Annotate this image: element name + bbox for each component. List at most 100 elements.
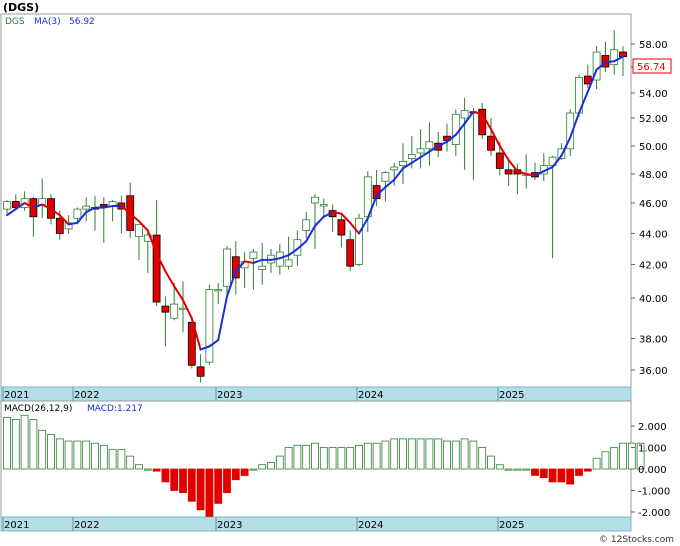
price-tick-label: 42.00 xyxy=(639,261,668,272)
macd-bar-positive xyxy=(407,438,416,470)
candle-body-up xyxy=(425,141,434,150)
year-label: 2021 xyxy=(4,390,29,401)
year-label: 2021 xyxy=(4,520,29,531)
macd-bar-positive xyxy=(91,442,99,470)
candle-body-up xyxy=(302,219,311,231)
ma-segment xyxy=(234,260,246,273)
price-tick-label: 52.00 xyxy=(639,114,668,125)
ma-segment xyxy=(173,285,184,302)
ma-segment xyxy=(358,217,369,235)
macd-bar-negative xyxy=(205,468,214,517)
candle-body-up xyxy=(223,248,231,287)
candle-body-up xyxy=(284,259,293,267)
ma-segment xyxy=(366,194,378,220)
last-price-tag: 56.74 xyxy=(637,62,666,73)
macd-tick-label: -2.000 xyxy=(638,508,670,519)
candle xyxy=(566,109,575,156)
ma-segment xyxy=(534,170,545,177)
macd-bar-positive xyxy=(135,464,143,470)
candle-body-down xyxy=(196,366,205,377)
candle-body-up xyxy=(258,265,267,270)
ma-segment xyxy=(217,295,228,342)
price-tick-label: 54.00 xyxy=(639,89,668,100)
macd-bar-positive xyxy=(355,444,363,470)
candle xyxy=(249,249,258,290)
macd-bar-positive xyxy=(3,416,11,470)
macd-bar-negative xyxy=(179,468,187,494)
ma-segment xyxy=(296,240,308,250)
ma-segment xyxy=(243,260,255,264)
candle xyxy=(399,143,407,185)
ma-segment xyxy=(551,154,563,168)
macd-bar-positive xyxy=(346,447,355,470)
chart-title: (DGS) xyxy=(3,1,39,14)
candle xyxy=(161,296,170,347)
candle xyxy=(610,30,619,75)
ma-segment xyxy=(50,208,61,217)
macd-bar-positive xyxy=(311,442,319,470)
ma-segment xyxy=(446,133,457,143)
candle-body-up xyxy=(566,112,575,150)
macd-tick-label: 2.000 xyxy=(638,422,667,433)
candle-body-up xyxy=(460,110,469,119)
candle xyxy=(425,122,434,166)
macd-bar-positive xyxy=(38,429,47,470)
ma-segment xyxy=(498,145,510,161)
ma-segment xyxy=(120,205,132,215)
ma-segment xyxy=(375,186,387,197)
ma-segment xyxy=(340,212,352,224)
candle-body-down xyxy=(487,135,495,151)
macd-bar-positive xyxy=(99,444,108,470)
macd-bar-positive xyxy=(293,444,302,470)
macd-bar-positive xyxy=(636,442,645,470)
candle xyxy=(583,64,592,88)
candle xyxy=(196,354,205,383)
macd-bar-positive xyxy=(451,440,460,470)
ma-segment xyxy=(578,90,589,114)
candle-body-up xyxy=(179,307,187,310)
candle xyxy=(205,284,214,366)
ma-segment xyxy=(569,112,580,139)
candle-body-up xyxy=(170,303,179,319)
year-label: 2025 xyxy=(499,390,524,401)
candle xyxy=(258,242,267,285)
candle-body-up xyxy=(249,251,258,259)
candle-body-up xyxy=(355,217,363,265)
candle xyxy=(82,197,91,222)
ma-segment xyxy=(102,205,114,209)
ma-segment xyxy=(287,248,299,257)
macd-bar-positive xyxy=(20,414,29,470)
price-tick-label: 40.00 xyxy=(639,294,668,305)
ma-segment xyxy=(613,55,624,63)
candle-body-up xyxy=(135,223,143,238)
candle-body-up xyxy=(73,208,82,219)
ma-segment xyxy=(32,203,44,209)
ma-segment xyxy=(454,122,466,136)
ma-segment xyxy=(595,61,607,71)
watermark: © 12Stocks.com xyxy=(599,535,674,545)
candle-body-up xyxy=(214,289,223,292)
candle-body-down xyxy=(99,204,108,207)
candle-body-up xyxy=(64,222,73,230)
macd-bar-negative xyxy=(231,468,240,481)
ma-segment xyxy=(393,167,404,181)
year-label: 2024 xyxy=(358,520,383,531)
candle xyxy=(11,194,20,208)
ma-segment xyxy=(226,270,237,298)
macd-bar-negative xyxy=(223,468,231,494)
ma-segment xyxy=(67,221,79,226)
macd-bar-positive xyxy=(337,447,346,470)
macd-bar-negative xyxy=(566,468,575,485)
ma-segment xyxy=(586,68,598,93)
macd-bar-positive xyxy=(302,444,311,470)
candle xyxy=(135,223,143,260)
candle-body-up xyxy=(205,289,214,363)
macd-bar-positive xyxy=(319,447,328,470)
ma-segment xyxy=(14,202,26,211)
ma-segment xyxy=(490,128,501,147)
macd-bar-positive xyxy=(416,438,425,470)
macd-bar-positive xyxy=(399,438,407,470)
ma-segment xyxy=(349,221,360,235)
macd-bar-negative xyxy=(557,468,566,483)
ma-segment xyxy=(199,345,211,351)
